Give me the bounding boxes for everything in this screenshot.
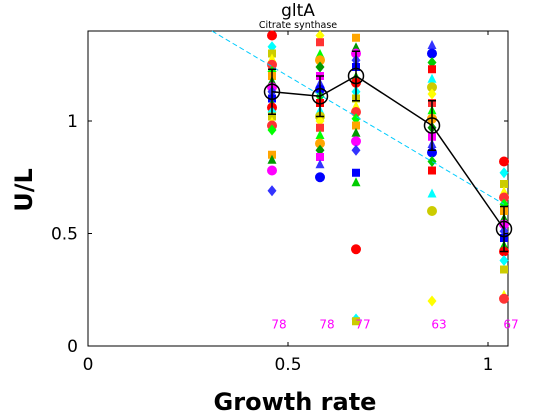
count-label: 78 (271, 318, 286, 332)
replicate-point (352, 33, 360, 42)
replicate-point (499, 255, 509, 266)
x-axis-ticks: 0 0.5 1 (83, 31, 494, 375)
mean-point (495, 220, 513, 238)
axes-box (87, 30, 509, 347)
x-tick-label: 1 (483, 355, 494, 375)
replicate-point (316, 123, 324, 132)
replicate-point (267, 59, 277, 70)
replicate-point (315, 138, 325, 149)
replicate-point (427, 73, 437, 83)
replicate-point (315, 49, 325, 58)
replicate-point (499, 293, 509, 304)
x-axis-label: Growth rate (214, 388, 377, 416)
replicate-point (267, 154, 277, 164)
mean-point (311, 88, 329, 105)
replicate-point (500, 180, 508, 188)
replicate-point (351, 244, 361, 255)
replicate-point (427, 48, 437, 59)
replicate-point (351, 136, 361, 147)
replicate-point (351, 144, 361, 156)
replicate-point (351, 127, 361, 137)
replicate-point (427, 82, 437, 93)
replicate-point (427, 40, 437, 49)
count-label: 77 (355, 318, 370, 332)
replicate-point (316, 38, 324, 47)
replicate-point (315, 61, 325, 73)
count-label: 63 (431, 318, 446, 332)
mean-point (423, 117, 441, 134)
replicate-point (428, 166, 436, 175)
count-label: 78 (319, 318, 334, 332)
replicate-point (427, 206, 437, 216)
replicate-point (315, 172, 325, 183)
replicate-point (500, 265, 508, 274)
replicate-point (352, 317, 360, 326)
y-tick-label: 0 (67, 337, 78, 357)
x-tick-label: 0.5 (274, 355, 301, 375)
y-axis-ticks: 00.51 (51, 112, 508, 357)
count-label: 67 (503, 318, 518, 332)
replicate-point (267, 124, 277, 136)
replicate-point (427, 188, 437, 198)
mean-point (263, 83, 281, 100)
replicate-point (352, 168, 360, 177)
mean-point (347, 67, 365, 85)
replicate-point (315, 159, 325, 169)
replicate-point (428, 65, 436, 74)
replicate-point (267, 185, 277, 197)
replicate-point (351, 42, 361, 52)
replicate-point (316, 153, 324, 161)
replicate-point (351, 177, 361, 187)
replicate-point (499, 192, 509, 203)
y-tick-label: 1 (67, 112, 78, 132)
replicate-point (267, 30, 277, 41)
chart-title: gltA (281, 1, 315, 21)
replicate-point (315, 130, 325, 139)
replicate-point (267, 53, 277, 63)
replicate-point (499, 167, 509, 179)
replicate-point (315, 55, 325, 66)
plot-area: 78 78 77 63 67 (87, 30, 519, 347)
replicate-point (267, 165, 277, 176)
replicate-point (352, 121, 360, 130)
replicate-point (427, 295, 437, 307)
replicate-point (427, 88, 437, 100)
replicate-point (499, 156, 509, 167)
replicate-point (351, 100, 361, 110)
replicate-point (499, 186, 509, 196)
fit-line (211, 30, 505, 205)
y-tick-label: 0.5 (51, 225, 78, 245)
replicate-point (427, 156, 437, 167)
x-tick-label: 0 (83, 355, 94, 375)
chart-subtitle: Citrate synthase (259, 20, 337, 31)
y-axis-label: U/L (10, 168, 38, 212)
